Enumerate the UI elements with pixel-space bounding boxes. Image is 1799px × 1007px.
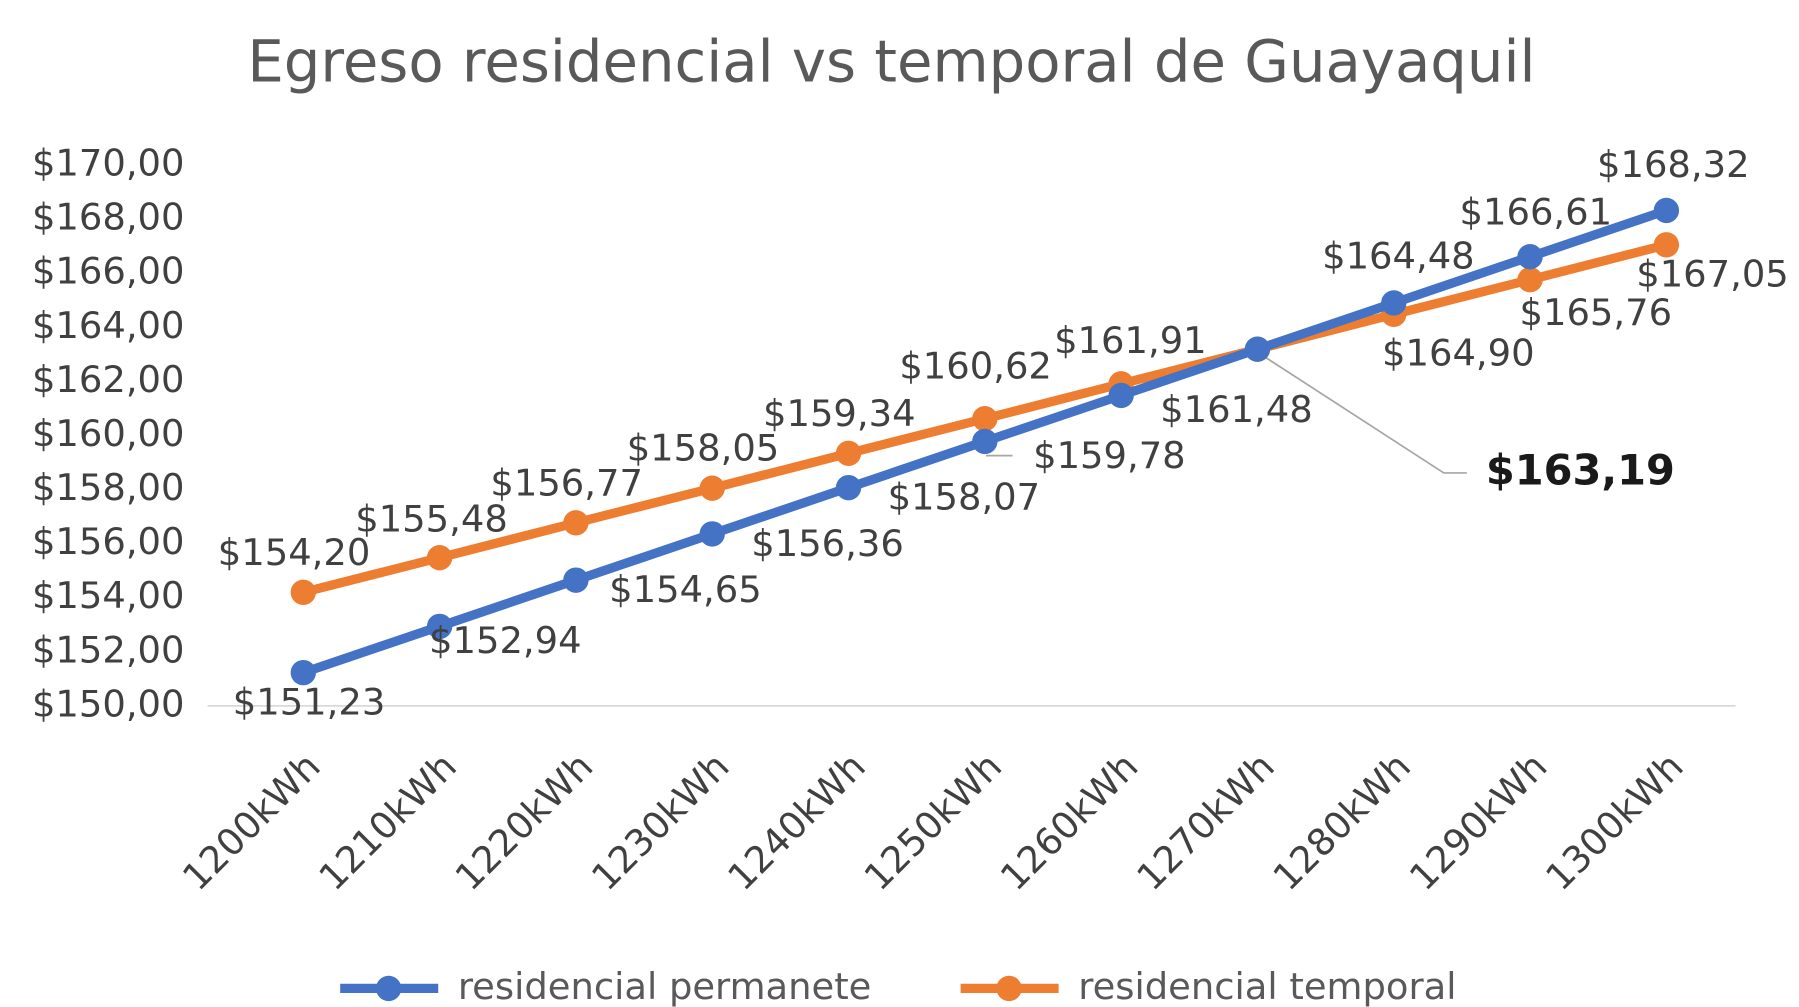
data-point [1517, 267, 1543, 293]
leader-line [1256, 351, 1467, 474]
legend-marker [375, 975, 402, 1002]
data-point [290, 579, 316, 605]
data-label: $164,48 [1322, 234, 1475, 277]
x-tick-label: 1230kWh [583, 745, 737, 899]
x-tick-label: 1260kWh [992, 745, 1146, 899]
data-label: $156,36 [751, 522, 904, 565]
data-label: $161,48 [1160, 388, 1313, 431]
data-point [972, 428, 998, 455]
data-point [563, 510, 589, 536]
legend-label: residencial permanete [458, 965, 872, 1007]
data-label: $159,78 [1033, 434, 1186, 477]
data-point [699, 521, 725, 547]
data-point [1244, 336, 1271, 362]
y-tick-label: $166,00 [32, 250, 185, 293]
data-label: $164,90 [1382, 331, 1535, 374]
data-point [563, 567, 589, 593]
data-label: $163,19 [1486, 446, 1675, 495]
y-tick-label: $160,00 [32, 412, 185, 455]
data-label: $158,07 [888, 476, 1041, 519]
data-point [290, 659, 316, 686]
data-point [1653, 197, 1680, 224]
legend-label: residencial temporal [1078, 965, 1456, 1007]
y-tick-label: $156,00 [32, 520, 185, 563]
x-tick-label: 1290kWh [1401, 745, 1555, 899]
x-tick-label: 1240kWh [720, 745, 874, 899]
chart-title: Egreso residencial vs temporal de Guayaq… [247, 27, 1535, 95]
data-label: $154,65 [609, 568, 762, 611]
data-point [426, 545, 453, 571]
x-tick-label: 1300kWh [1537, 745, 1691, 899]
y-tick-label: $158,00 [32, 466, 185, 509]
x-tick-label: 1220kWh [447, 745, 601, 899]
x-tick-label: 1200kWh [174, 745, 328, 899]
y-tick-label: $170,00 [32, 142, 185, 185]
data-label: $165,76 [1520, 291, 1673, 334]
data-label: $161,91 [1054, 319, 1207, 362]
data-point [1108, 382, 1134, 409]
y-tick-label: $164,00 [32, 304, 185, 347]
data-point [426, 613, 453, 640]
data-label: $155,48 [355, 497, 508, 540]
data-label: $159,34 [763, 392, 916, 435]
x-tick-label: 1250kWh [856, 745, 1010, 899]
y-tick-label: $154,00 [32, 574, 185, 617]
data-point [835, 474, 862, 501]
data-point [835, 440, 862, 466]
data-point [1517, 244, 1543, 270]
x-tick-label: 1280kWh [1265, 745, 1419, 899]
legend-marker [996, 975, 1022, 1002]
data-label: $152,94 [429, 619, 582, 662]
data-label: $166,61 [1460, 191, 1613, 234]
x-tick-label: 1210kWh [311, 745, 465, 899]
data-label: $160,62 [899, 344, 1052, 387]
data-label: $151,23 [233, 680, 386, 723]
data-label: $158,05 [627, 427, 780, 470]
data-point [972, 406, 998, 432]
data-point [1653, 232, 1680, 258]
data-label: $154,20 [218, 531, 371, 574]
data-label: $156,77 [490, 461, 643, 504]
y-tick-label: $162,00 [32, 358, 185, 401]
data-label: $167,05 [1636, 252, 1789, 295]
data-point [1381, 290, 1407, 316]
x-tick-label: 1270kWh [1129, 745, 1283, 899]
y-tick-label: $152,00 [32, 628, 185, 671]
data-point [699, 475, 725, 501]
data-label: $168,32 [1597, 143, 1750, 186]
y-tick-label: $150,00 [32, 682, 185, 725]
y-tick-label: $168,00 [32, 196, 185, 239]
